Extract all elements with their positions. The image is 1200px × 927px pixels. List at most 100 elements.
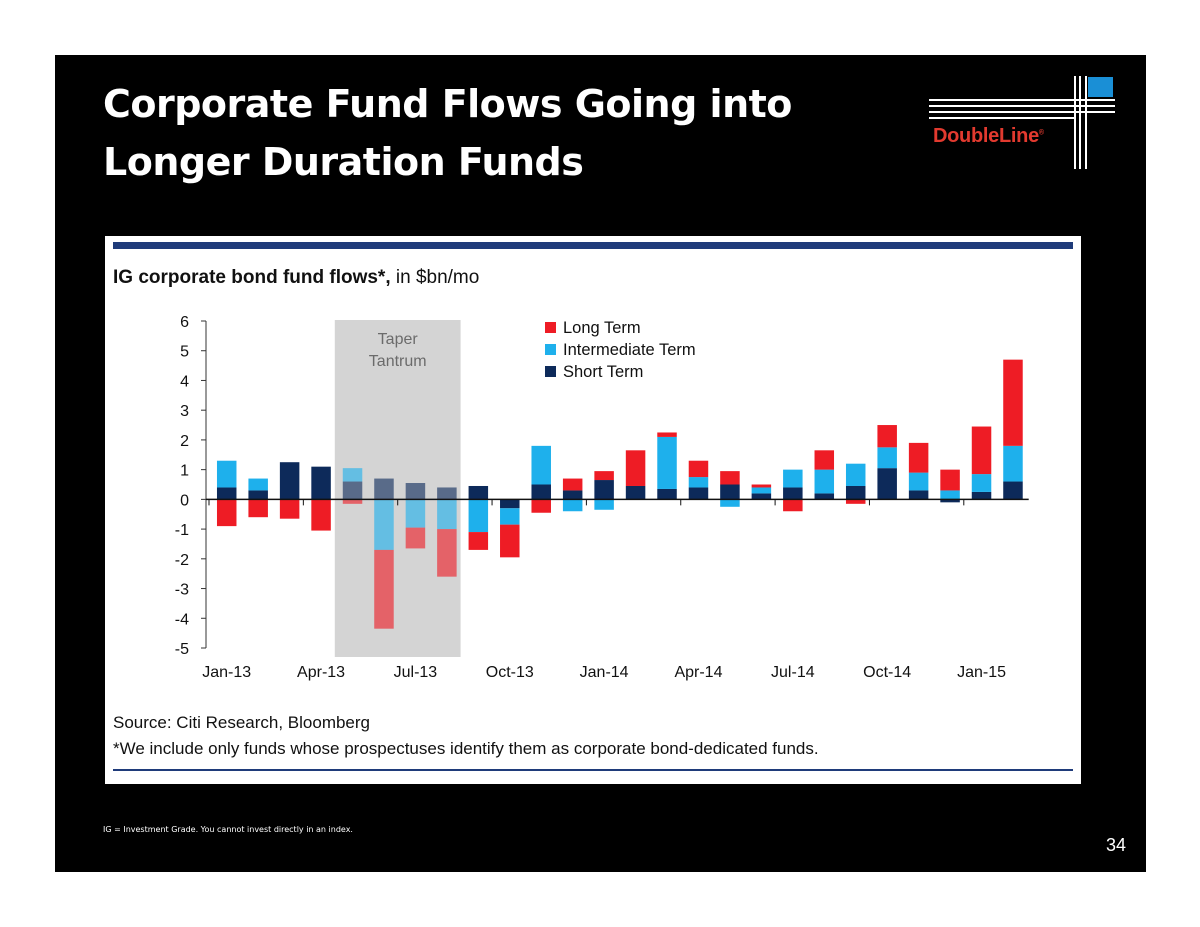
bar-intermediate-term	[908, 472, 929, 491]
chart-source: Source: Citi Research, Bloomberg	[113, 713, 370, 732]
bar-short-term	[311, 466, 331, 500]
taper-tantrum-label-line-1: Taper	[378, 331, 419, 348]
x-tick-label: Apr-14	[674, 664, 722, 681]
bar-intermediate-term	[594, 499, 614, 510]
bar-intermediate-term	[374, 499, 394, 550]
bar-short-term	[405, 483, 426, 500]
bar-intermediate-term	[940, 490, 960, 500]
bar-intermediate-term	[531, 445, 551, 485]
bar-short-term	[437, 487, 457, 500]
y-tick-label: -2	[175, 552, 189, 569]
y-tick-label: 2	[180, 433, 189, 450]
bar-short-term	[594, 480, 614, 500]
bar-short-term	[279, 462, 300, 500]
bar-short-term	[500, 499, 520, 509]
bar-intermediate-term	[814, 469, 835, 494]
logo-blue-square	[1088, 77, 1113, 97]
bar-short-term	[531, 484, 551, 500]
bar-long-term	[877, 425, 897, 448]
chart-note: *We include only funds whose prospectuse…	[113, 739, 819, 758]
y-tick-label: 4	[180, 373, 189, 390]
bar-short-term	[940, 499, 960, 503]
disclaimer-footnote: IG = Investment Grade. You cannot invest…	[103, 825, 353, 834]
bar-long-term	[751, 484, 772, 488]
bar-intermediate-term	[751, 487, 772, 494]
slide-title: Corporate Fund Flows Going into Longer D…	[103, 75, 792, 191]
x-tick-label: Apr-13	[297, 664, 345, 681]
chart-bottom-rule	[113, 769, 1073, 771]
bar-intermediate-term	[405, 499, 426, 528]
bar-short-term	[657, 488, 677, 500]
bar-short-term	[783, 487, 803, 500]
y-tick-label: 5	[180, 344, 189, 361]
bar-long-term	[500, 524, 520, 558]
y-tick-label: -1	[175, 522, 189, 539]
bar-short-term	[720, 484, 740, 500]
bar-intermediate-term	[720, 499, 740, 507]
bar-long-term	[845, 499, 866, 504]
bar-short-term	[814, 493, 835, 500]
x-tick-label: Jul-14	[771, 664, 815, 681]
bar-long-term	[311, 499, 331, 531]
legend-swatch-short-term	[545, 366, 556, 377]
y-tick-label: 3	[180, 403, 189, 420]
bar-short-term	[845, 485, 866, 500]
bar-long-term	[720, 471, 740, 485]
bar-long-term	[279, 499, 300, 519]
y-tick-label: 1	[180, 463, 189, 480]
bar-intermediate-term	[500, 508, 520, 525]
bar-intermediate-term	[845, 463, 866, 486]
chart-title: IG corporate bond fund flows*, in $bn/mo	[113, 267, 479, 288]
logo-lines-graphic	[929, 76, 1115, 169]
bar-short-term	[688, 487, 709, 500]
bar-short-term	[248, 490, 268, 500]
bar-short-term	[342, 481, 363, 500]
logo-wordmark: DoubleLine®	[933, 125, 1044, 148]
x-tick-label: Jan-14	[580, 664, 629, 681]
legend-swatch-long-term	[545, 322, 556, 333]
bar-long-term	[437, 529, 457, 577]
bar-long-term	[216, 499, 237, 527]
bar-long-term	[374, 549, 394, 629]
bar-short-term	[216, 487, 237, 500]
bar-long-term	[405, 527, 426, 549]
chart-title-bold: IG corporate bond fund flows*,	[113, 267, 391, 288]
y-tick-label: -3	[175, 582, 189, 599]
bar-long-term	[625, 450, 646, 486]
bar-intermediate-term	[342, 468, 363, 482]
y-tick-label: -4	[175, 611, 189, 628]
bar-intermediate-term	[216, 460, 237, 488]
bar-long-term	[562, 478, 583, 491]
bar-intermediate-term	[971, 474, 992, 492]
bar-intermediate-term	[562, 499, 583, 512]
bar-long-term	[594, 471, 614, 481]
logo-text: DoubleLine	[933, 125, 1039, 147]
bar-intermediate-term	[437, 499, 457, 530]
legend-swatch-intermediate-term	[545, 344, 556, 355]
bar-intermediate-term	[783, 469, 803, 488]
bar-long-term	[688, 460, 709, 478]
x-tick-label: Jan-15	[957, 664, 1006, 681]
slide: Corporate Fund Flows Going into Longer D…	[55, 55, 1146, 872]
legend-label-long-term: Long Term	[563, 319, 641, 337]
bar-short-term	[468, 485, 489, 500]
y-tick-label: -5	[175, 641, 189, 658]
x-tick-label: Jan-13	[202, 664, 251, 681]
bar-intermediate-term	[1003, 445, 1023, 482]
bar-intermediate-term	[877, 447, 897, 469]
slide-title-line-1: Corporate Fund Flows Going into	[103, 82, 792, 126]
legend-label-short-term: Short Term	[563, 363, 643, 381]
x-tick-label: Oct-14	[863, 664, 911, 681]
slide-title-line-2: Longer Duration Funds	[103, 140, 584, 184]
bar-short-term	[877, 468, 897, 500]
bar-short-term	[971, 491, 992, 500]
x-tick-label: Oct-13	[486, 664, 534, 681]
bar-long-term	[248, 499, 268, 518]
bar-long-term	[908, 442, 929, 473]
chart-top-rule	[113, 242, 1073, 249]
bar-long-term	[783, 499, 803, 512]
bar-long-term	[342, 499, 363, 504]
bar-intermediate-term	[657, 436, 677, 489]
bar-intermediate-term	[468, 499, 489, 533]
bond-fund-flows-chart: IG corporate bond fund flows*, in $bn/mo…	[113, 242, 1073, 771]
